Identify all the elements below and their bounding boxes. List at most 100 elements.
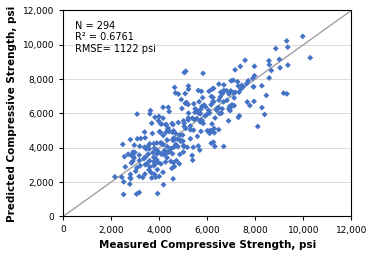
Point — [121, 180, 127, 184]
Point — [171, 136, 177, 140]
Point — [159, 152, 165, 156]
Point — [221, 83, 227, 87]
Point — [284, 92, 290, 96]
Point — [175, 121, 181, 125]
Point — [181, 119, 187, 123]
Point — [221, 144, 227, 149]
Point — [198, 107, 204, 111]
Point — [151, 160, 157, 164]
Point — [151, 164, 157, 168]
Point — [221, 88, 227, 93]
Point — [204, 129, 210, 133]
Point — [140, 175, 146, 179]
Point — [170, 123, 176, 127]
Point — [149, 176, 155, 180]
Point — [240, 85, 246, 89]
Point — [250, 76, 256, 80]
Point — [156, 119, 162, 123]
Point — [151, 172, 157, 176]
Point — [251, 85, 257, 89]
Point — [204, 112, 210, 116]
Point — [227, 106, 233, 110]
Point — [195, 88, 201, 93]
Point — [232, 90, 238, 94]
Point — [214, 106, 220, 110]
Text: N = 294
R² = 0.6761
RMSE= 1122 psi: N = 294 R² = 0.6761 RMSE= 1122 psi — [75, 21, 156, 54]
Point — [211, 131, 217, 135]
Point — [211, 140, 217, 144]
Point — [165, 105, 171, 109]
Point — [199, 118, 205, 123]
Point — [157, 130, 163, 134]
Point — [210, 95, 216, 99]
Point — [206, 108, 212, 112]
Point — [171, 145, 177, 149]
Point — [198, 118, 204, 123]
Point — [181, 121, 187, 125]
Point — [183, 101, 188, 105]
Point — [284, 39, 290, 43]
Point — [218, 111, 224, 115]
Point — [211, 126, 217, 131]
Point — [169, 130, 175, 134]
Point — [209, 87, 215, 91]
Point — [175, 145, 181, 149]
Point — [157, 122, 163, 126]
Point — [144, 162, 150, 166]
Point — [128, 153, 134, 158]
Point — [160, 116, 166, 120]
Point — [251, 85, 257, 89]
Point — [134, 112, 140, 116]
Point — [155, 150, 161, 154]
Point — [209, 129, 215, 133]
Point — [142, 155, 148, 159]
Point — [177, 138, 183, 142]
Point — [259, 106, 265, 110]
Point — [141, 157, 147, 161]
Point — [142, 163, 148, 167]
Point — [177, 133, 183, 137]
Point — [280, 91, 286, 95]
Point — [259, 84, 265, 88]
Point — [163, 123, 169, 127]
Point — [147, 112, 153, 116]
Point — [169, 152, 175, 156]
Point — [172, 91, 178, 95]
Point — [160, 170, 166, 174]
Point — [200, 96, 206, 100]
Point — [212, 144, 218, 149]
Point — [158, 162, 164, 166]
Point — [147, 159, 153, 163]
Point — [285, 45, 291, 49]
Point — [180, 139, 186, 143]
Point — [228, 89, 234, 93]
Point — [207, 131, 213, 135]
Point — [218, 90, 224, 94]
Point — [236, 90, 242, 94]
Point — [160, 133, 166, 137]
Point — [146, 168, 152, 172]
Point — [142, 136, 148, 140]
Point — [224, 89, 230, 93]
Point — [231, 96, 237, 100]
Point — [153, 175, 159, 179]
Point — [175, 137, 181, 141]
Point — [163, 160, 169, 164]
Point — [266, 76, 272, 80]
Point — [219, 107, 225, 111]
Point — [186, 84, 191, 88]
Point — [175, 92, 181, 96]
Point — [231, 104, 237, 108]
Point — [159, 122, 165, 126]
Point — [186, 116, 191, 120]
Point — [181, 70, 187, 75]
Point — [188, 128, 194, 132]
Point — [210, 99, 216, 104]
Point — [216, 106, 222, 110]
Point — [209, 122, 215, 126]
Point — [187, 137, 193, 141]
Point — [194, 134, 200, 139]
Point — [128, 161, 134, 165]
Point — [141, 145, 147, 149]
Point — [190, 158, 196, 162]
